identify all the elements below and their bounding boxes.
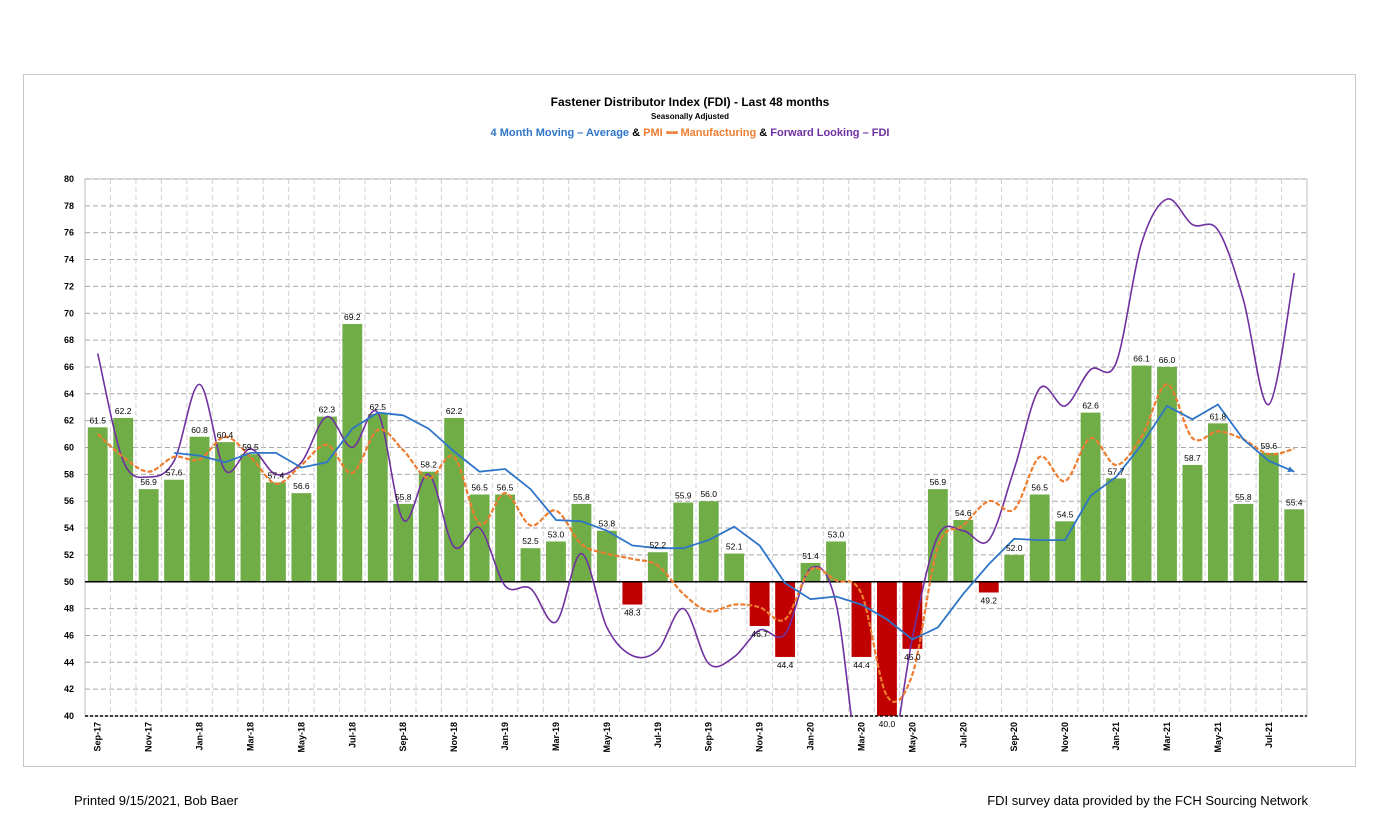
legend-pmi-manufacturing: Manufacturing [680,127,757,139]
legend-avg: 4 Month Moving – Average [490,127,630,139]
legend-pmi-dash: ▪▪▪▪ [665,127,679,139]
chart-legend: 4 Month Moving – Average & PMI ▪▪▪▪ Manu… [0,127,1380,139]
chart-frame [23,74,1356,767]
chart-subtitle: Seasonally Adjusted [651,112,729,121]
legend-pmi: PMI [643,127,663,139]
legend-forward: Forward Looking – FDI [770,127,890,139]
printed-note: Printed 9/15/2021, Bob Baer [74,793,239,808]
legend-amp-1: & [632,127,641,139]
chart-title: Fastener Distributor Index (FDI) - Last … [550,95,830,109]
source-note: FDI survey data provided by the FCH Sour… [987,793,1308,808]
legend-amp-2: & [759,127,768,139]
